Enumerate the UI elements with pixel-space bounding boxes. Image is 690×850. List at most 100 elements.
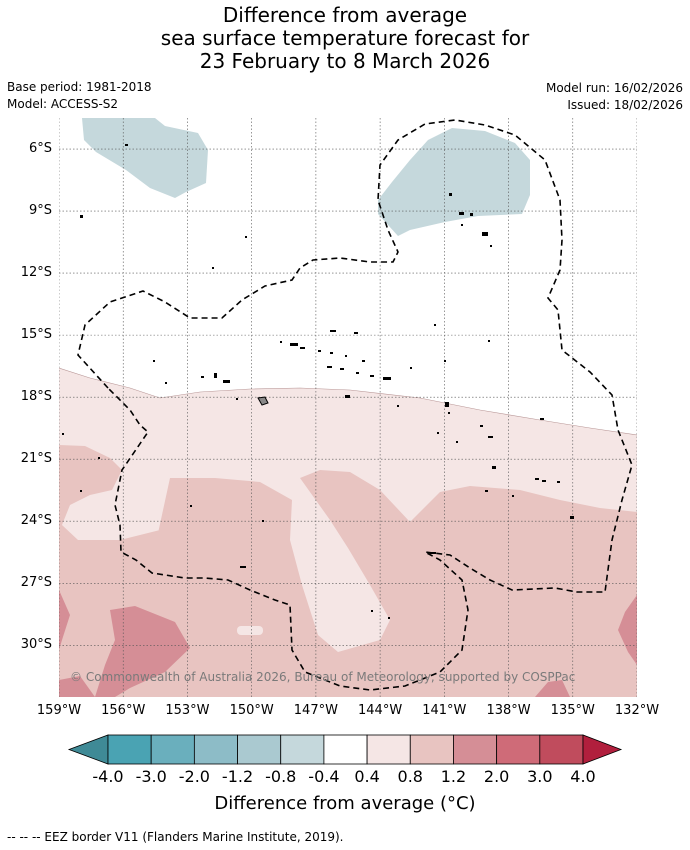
island (80, 215, 83, 218)
island (214, 373, 217, 378)
island (570, 516, 574, 519)
island (212, 267, 214, 269)
lon-label: 156°W (101, 703, 146, 718)
lon-label: 144°W (358, 703, 403, 718)
colorbar-extend-high (582, 734, 623, 765)
colorbar-tick-label: -1.2 (221, 767, 254, 786)
island (262, 520, 264, 522)
lon-label: 159°W (36, 703, 82, 718)
island (80, 490, 82, 492)
colorbar-tick-label: 2.0 (483, 767, 510, 786)
island (165, 382, 167, 384)
copyright-credit: © Commonwealth of Australia 2026, Bureau… (70, 670, 575, 684)
island (345, 355, 347, 357)
model-run: Model run: 16/02/2026 (545, 81, 683, 95)
colorbar-tick-label: 4.0 (570, 767, 596, 786)
island (430, 552, 436, 554)
title-line-1: Difference from average (222, 3, 468, 27)
lat-label: 24°S (20, 513, 52, 529)
island (201, 376, 204, 378)
colorbar-extend-low (67, 734, 109, 765)
island-large (257, 396, 269, 406)
island (490, 245, 492, 247)
meta-right: Model run: 16/02/2026 Issued: 18/02/2026 (546, 80, 683, 114)
island (383, 377, 391, 380)
island (459, 212, 464, 215)
island (445, 402, 449, 407)
colorbar-tick-label: 1.2 (440, 767, 467, 786)
colorbar-bin (539, 734, 584, 765)
island (480, 425, 483, 427)
island (236, 398, 238, 400)
island (356, 372, 359, 374)
lat-label: 6°S (28, 141, 52, 157)
island (330, 352, 333, 354)
lat-label: 21°S (20, 451, 52, 467)
colorbar-tick-label: -4.0 (92, 767, 124, 786)
lon-label: 132°W (614, 703, 660, 718)
warm-spot (237, 626, 263, 635)
colorbar-bin (280, 734, 325, 765)
island (370, 375, 374, 377)
warm-patch-1.2-south (95, 606, 190, 697)
island (153, 360, 155, 362)
island (223, 380, 230, 383)
island (449, 193, 452, 196)
sst-anomaly-field: © Commonwealth of Australia 2026, Bureau… (59, 118, 637, 697)
colorbar-tick-label: 0.8 (397, 767, 423, 786)
colorbar-bin (237, 734, 282, 765)
island (327, 366, 332, 368)
warm-patch-1.2-bottomleft (59, 676, 95, 697)
colorbar-tick-label: -0.4 (308, 767, 340, 786)
colorbar-bin (453, 734, 498, 765)
island (448, 412, 450, 414)
island (542, 480, 546, 482)
warm-patch-1.2-southwest (59, 590, 70, 650)
colorbar-tick-label: 0.4 (354, 767, 380, 786)
island (461, 224, 463, 226)
colorbar-bin (193, 734, 238, 765)
islands (62, 144, 574, 619)
lon-label: 153°W (165, 703, 210, 718)
lat-label: 9°S (28, 203, 52, 219)
eez-border-french-polynesia (77, 119, 633, 691)
lon-label: 135°W (550, 703, 595, 718)
island (482, 232, 488, 236)
island (354, 332, 358, 334)
lon-label: 141°W (422, 703, 467, 718)
colorbar-bin (323, 734, 368, 765)
meta-left: Base period: 1981-2018 Model: ACCESS-S2 (7, 79, 152, 113)
island (371, 610, 373, 612)
colorbar-tick-label: -3.0 (135, 767, 167, 786)
colorbar-tick-label: -0.8 (265, 767, 297, 786)
island (397, 405, 399, 407)
island (330, 330, 336, 332)
lat-label: 12°S (20, 265, 52, 281)
colorbar-tick-label: -2.0 (178, 767, 210, 786)
island (98, 457, 100, 459)
colorbar-bin (366, 734, 411, 765)
island (410, 367, 412, 369)
island (485, 490, 488, 492)
island (456, 441, 458, 443)
warm-patch-1.2-southeast (535, 680, 570, 697)
title-line-3: 23 February to 8 March 2026 (199, 49, 491, 73)
colorbar-tick-label: 3.0 (527, 767, 553, 786)
island (434, 324, 436, 326)
island (488, 340, 490, 342)
warm-patch-1.2-east (618, 595, 637, 665)
colorbar-title: Difference from average (°C) (214, 793, 476, 814)
footer-eez-note: -- -- -- EEZ border V11 (Flanders Marine… (7, 830, 344, 844)
island (388, 617, 390, 619)
island (62, 433, 64, 435)
island (444, 360, 446, 362)
island (190, 505, 192, 507)
island (245, 236, 247, 238)
island (362, 360, 365, 362)
colorbar-bin (409, 734, 454, 765)
island (300, 347, 305, 349)
colorbar (67, 734, 623, 765)
island (318, 350, 321, 352)
lat-label: 18°S (20, 389, 52, 405)
model-name: Model: ACCESS-S2 (7, 97, 119, 111)
